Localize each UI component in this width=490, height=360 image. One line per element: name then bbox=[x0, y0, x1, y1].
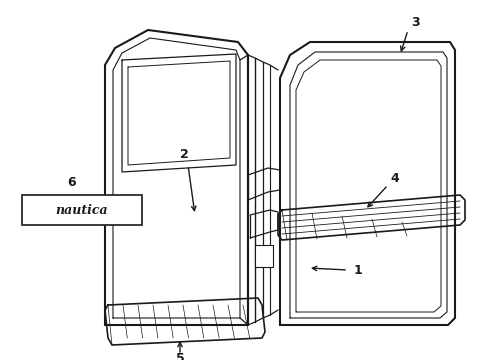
Text: nautica: nautica bbox=[56, 203, 108, 216]
Text: 6: 6 bbox=[68, 176, 76, 189]
Text: 5: 5 bbox=[175, 351, 184, 360]
Text: 4: 4 bbox=[391, 171, 399, 184]
Bar bbox=[255, 245, 273, 267]
Text: 2: 2 bbox=[180, 148, 188, 162]
Bar bbox=[22, 195, 142, 225]
Text: 1: 1 bbox=[354, 264, 363, 276]
Text: 3: 3 bbox=[411, 15, 419, 28]
